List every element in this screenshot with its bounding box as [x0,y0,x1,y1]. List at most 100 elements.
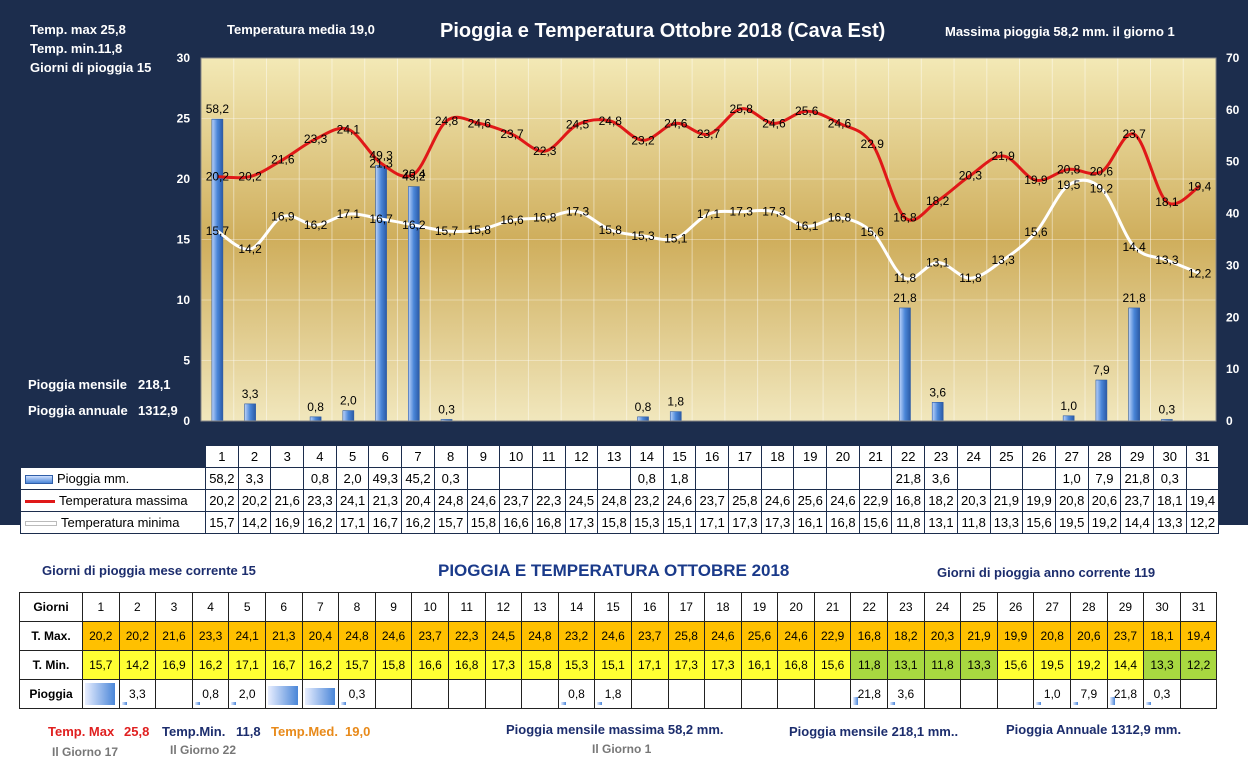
day-header-cell: 29 [1120,445,1154,468]
daily-rain-cell: 7,9 [1070,679,1108,709]
day-header-cell: 24 [956,445,991,468]
rain-value-cell [1022,467,1056,490]
min-value-cell: 16,2 [303,511,337,534]
daily-min-cell: 19,5 [1033,650,1072,680]
max-value-cell: 22,3 [531,489,566,512]
bottom-title: PIOGGIA E TEMPERATURA OTTOBRE 2018 [438,561,790,580]
daily-max-cell: 20,6 [1070,621,1108,651]
daily-day-cell: 21 [813,592,852,622]
min-temp-label: 15,8 [599,223,623,237]
daily-max-cell: 23,7 [411,621,449,651]
daily-rain-bar [1146,702,1152,705]
min-value-cell: 15,3 [629,511,664,534]
max-temp-label: 16,8 [893,211,917,225]
day-header-cell: 28 [1087,445,1122,468]
rain-data-label: 21,8 [1122,291,1146,305]
min-value-cell: 17,3 [728,511,762,534]
rain-value-cell [695,467,729,490]
daily-rain-cell [923,679,962,709]
min-temp-label: 13,3 [1155,253,1179,267]
daily-day-cell: 8 [338,592,376,622]
day-header-cell: 9 [466,445,501,468]
max-temp-label: 25,8 [730,102,754,116]
max-temp-label: 20,6 [1090,165,1114,179]
rain-bar [1095,379,1108,422]
min-temp-label: 15,3 [631,229,655,243]
max-temp-label: 21,3 [369,156,393,170]
daily-rain-cell [447,679,486,709]
daily-max-cell: 23,7 [630,621,669,651]
daily-day-cell: 2 [118,592,157,622]
daily-day-cell: 30 [1143,592,1181,622]
min-legend-icon [25,521,57,527]
rain-bar [669,411,682,422]
daily-rain-bar [890,702,896,705]
min-temp-label: 16,7 [369,212,393,226]
y-left-tick-label: 15 [177,233,191,247]
daily-day-cell: 20 [777,592,815,622]
daily-day-cell: 28 [1070,592,1108,622]
rain-year-label: Pioggia annuale [28,403,128,418]
min-value-cell: 16,1 [793,511,828,534]
daily-day-cell: 23 [887,592,925,622]
daily-rain-cell [411,679,449,709]
daily-rain-cell: 2,0 [228,679,266,709]
day-header-cell: 7 [401,445,435,468]
daily-min-cell: 12,2 [1179,650,1218,680]
daily-max-cell: 22,3 [447,621,486,651]
daily-min-cell: 15,7 [82,650,120,680]
rain-data-label: 0,3 [1159,402,1176,416]
rain-value-cell: 21,8 [891,467,926,490]
max-temp-label: 24,8 [435,114,459,128]
min-value-cell: 17,1 [695,511,729,534]
daily-table: Giorni 1 2 3 4 5 6 7 8 9 10 11 12 13 14 15 16 17 18 19 20 21 2… [19,592,1218,709]
max-value-cell: 24,8 [597,489,631,512]
min-value-cell: 14,2 [237,511,272,534]
day-header-cell: 22 [891,445,926,468]
daily-min-cell: 17,3 [704,650,742,680]
daily-min-cell: 15,1 [594,650,632,680]
min-value-cell: 15,1 [662,511,697,534]
daily-rain-cell: 21,8 [850,679,889,709]
rain-value-cell: 58,2 [205,467,239,490]
y-right-tick-label: 20 [1226,310,1240,324]
max-value-cell: 20,2 [237,489,272,512]
daily-day-cell: 17 [667,592,706,622]
rain-value-cell: 0,3 [433,467,468,490]
daily-day-cell: 22 [850,592,889,622]
min-value-cell: 15,6 [858,511,893,534]
y-right-tick-label: 40 [1226,207,1240,221]
daily-max-cell: 21,9 [960,621,998,651]
rain-data-label: 21,8 [893,291,917,305]
daily-min-cell: 15,3 [557,650,596,680]
min-temp-label: 14,2 [238,242,262,256]
daily-max-cell: 24,8 [338,621,376,651]
min-temp-label: 15,8 [468,223,492,237]
daily-day-cell: 15 [594,592,632,622]
daily-rain-cell [521,679,559,709]
daily-max-cell: 20,2 [82,621,120,651]
rain-value-cell: 3,6 [924,467,958,490]
footer-day17: Il Giorno 17 [52,745,119,759]
rain-bar [1128,307,1140,422]
max-value-cell: 20,8 [1054,489,1089,512]
min-temp-label: 14,4 [1122,240,1146,254]
max-value-cell: 23,3 [303,489,337,512]
daily-rain-cell: 3,3 [118,679,157,709]
day-header-cell: 16 [695,445,729,468]
max-temp-label: 20,2 [238,170,262,184]
rain-value-cell: 21,8 [1120,467,1154,490]
rain-value-cell [956,467,991,490]
footer-temp-min-label: Temp.Min. [162,724,226,739]
daily-max-cell: 20,2 [118,621,157,651]
rain-bar [375,165,387,422]
footer-temp-med-value: 19,0 [345,724,371,739]
rain-value-cell: 7,9 [1087,467,1122,490]
rain-data-label: 1,8 [667,395,684,409]
day-header-cell: 4 [303,445,337,468]
max-value-cell: 21,9 [989,489,1024,512]
day-header-cell: 19 [793,445,828,468]
min-value-cell: 16,8 [531,511,566,534]
min-value-cell: 13,3 [1152,511,1187,534]
y-right-tick-label: 30 [1226,258,1240,272]
